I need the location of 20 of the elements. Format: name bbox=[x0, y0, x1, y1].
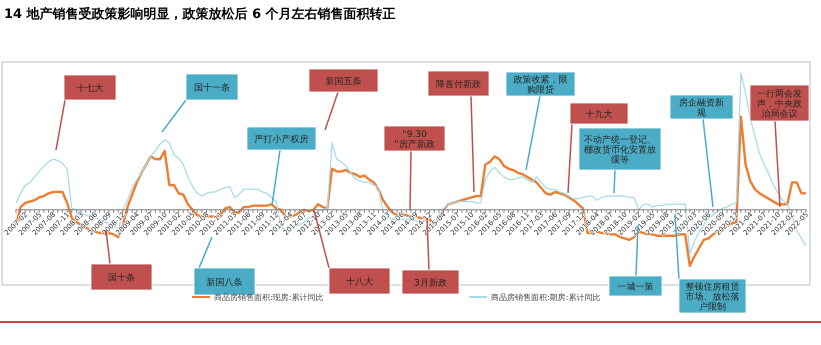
text: 整顿住房租赁市场、放松落户限制 bbox=[686, 282, 740, 312]
annotation: 严打小产权房 bbox=[254, 134, 308, 145]
annotation: 房企融资新规 bbox=[679, 98, 724, 118]
text: 一城一策 bbox=[618, 282, 654, 292]
annotation: 十九大 bbox=[586, 109, 612, 120]
text: 十八大 bbox=[346, 276, 373, 288]
legend-label: 商品房销售面积:现房:累计同比 bbox=[214, 293, 324, 302]
text: 3月新政 bbox=[414, 278, 447, 288]
legend-label: 商品房销售面积:期房:累计同比 bbox=[491, 293, 600, 302]
annotation: “9.30”房产新政 bbox=[394, 130, 435, 150]
annotation: 不动产统一登记、棚改货币化安置放缓等 bbox=[584, 134, 656, 166]
annotation: 降首付新政 bbox=[436, 79, 481, 90]
annotation: 政策收紧，限购限贷 bbox=[514, 74, 568, 96]
text: 新国八条 bbox=[206, 277, 242, 288]
annotation: 国十一条 bbox=[194, 82, 230, 94]
annotation: 十七大 bbox=[76, 83, 104, 94]
text: 国十条 bbox=[108, 272, 135, 284]
chart-title: 14 地产销售受政策影响明显，政策放松后 6 个月左右销售面积转正 bbox=[4, 6, 396, 22]
annotation: 新国五条 bbox=[326, 76, 362, 87]
annotation: 一行两会发声，中央政治局会议 bbox=[757, 88, 802, 120]
